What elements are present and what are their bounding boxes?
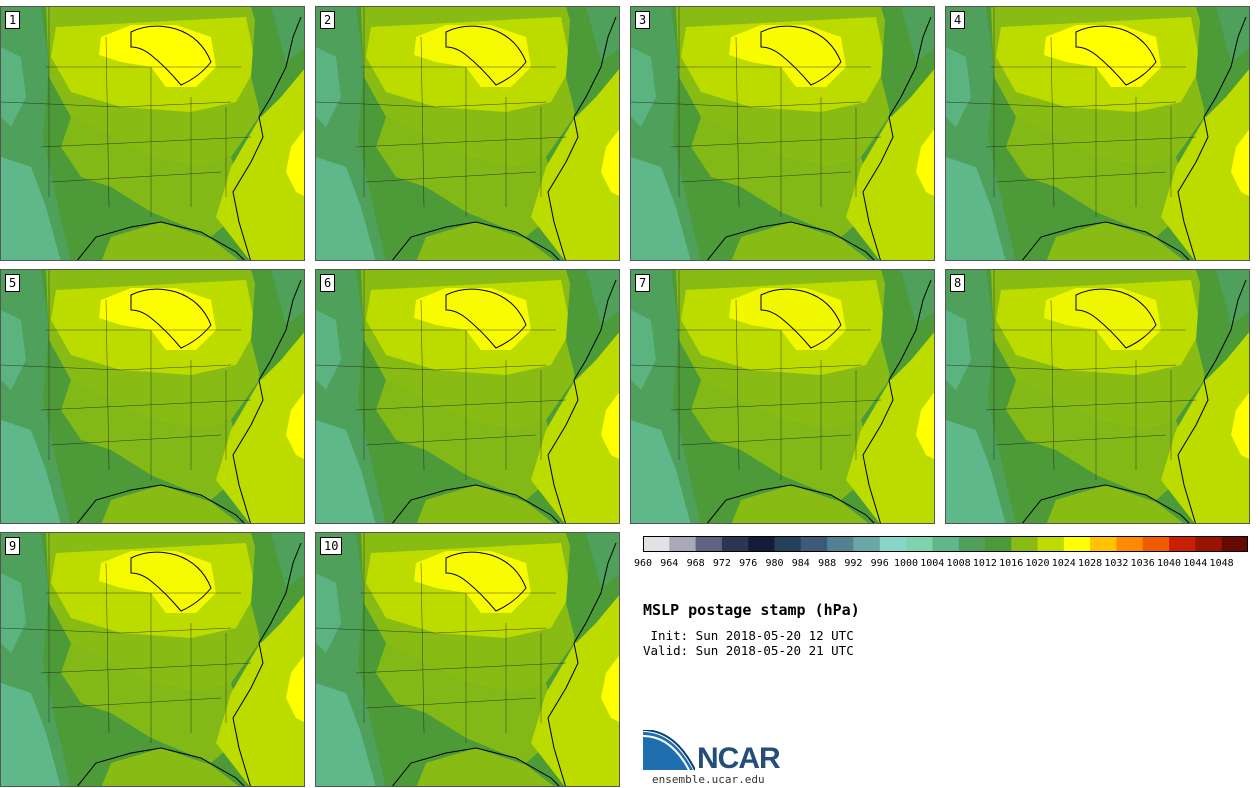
mslp-map [316,270,619,523]
colorbar-tick-label: 984 [791,558,810,569]
colorbar-tick-label: 1000 [893,558,919,569]
colorbar-tick-label: 988 [818,558,837,569]
mslp-map [946,7,1249,260]
member-number-label: 2 [320,11,336,29]
colorbar-segment [1090,536,1117,552]
colorbar-tick-label: 1048 [1209,558,1234,569]
colorbar-tick-label: 996 [870,558,889,569]
colorbar-tick-label: 1040 [1156,558,1182,569]
colorbar [643,536,1248,552]
colorbar-segment [984,536,1012,552]
colorbar-tick-label: 1012 [972,558,997,569]
ensemble-member-panel: 3 [630,6,935,261]
colorbar-segment [748,536,776,552]
init-time: Init: Sun 2018-05-20 12 UTC [643,628,854,643]
colorbar-segment [1169,536,1196,552]
colorbar-segment [1195,536,1223,552]
ensemble-member-panel: 7 [630,269,935,524]
valid-time: Valid: Sun 2018-05-20 21 UTC [643,643,854,658]
member-number-label: 10 [320,537,343,555]
colorbar-segment [879,536,907,552]
member-number-label: 6 [320,274,336,292]
colorbar-segment [1011,536,1039,552]
member-number-label: 3 [635,11,651,29]
mslp-map [1,533,304,786]
colorbar-segment [1221,536,1248,552]
mslp-map [316,533,619,786]
colorbar-segment [906,536,933,552]
member-number-label: 8 [950,274,966,292]
colorbar-tick-label: 1016 [999,558,1024,569]
ncar-logo-icon [643,730,695,771]
colorbar-segment [1142,536,1170,552]
colorbar-segment [1037,536,1065,552]
ensemble-member-panel: 2 [315,6,620,261]
colorbar-tick-label: 1020 [1025,558,1050,569]
colorbar-tick-label: 972 [712,558,731,569]
colorbar-segment [853,536,881,552]
colorbar-tick-label: 1032 [1104,558,1129,569]
ensemble-member-panel: 5 [0,269,305,524]
logo-name: NCAR [697,742,781,775]
ensemble-member-panel: 10 [315,532,620,787]
colorbar-segment [721,536,749,552]
colorbar-segment [827,536,854,552]
colorbar-segment [932,536,960,552]
colorbar-tick-label: 1044 [1183,558,1208,569]
colorbar-segment [643,536,670,552]
mslp-map [1,7,304,260]
colorbar-tick-label: 992 [844,558,863,569]
colorbar-tick-label: 964 [660,558,679,569]
colorbar-segment [669,536,697,552]
colorbar-tick-label: 980 [765,558,784,569]
mslp-map [631,270,934,523]
colorbar-tick-label: 1036 [1130,558,1155,569]
colorbar-tick-label: 1024 [1051,558,1076,569]
member-number-label: 4 [950,11,966,29]
colorbar-segment [774,536,802,552]
mslp-map [946,270,1249,523]
figure-title: MSLP postage stamp (hPa) [643,601,860,619]
colorbar-tick-label: 976 [739,558,758,569]
colorbar-segment [1063,536,1091,552]
member-number-label: 7 [635,274,651,292]
member-number-label: 1 [5,11,21,29]
colorbar-tick-label: 1004 [920,558,945,569]
member-number-label: 9 [5,537,21,555]
ensemble-member-panel: 1 [0,6,305,261]
colorbar-tick-label: 1008 [946,558,971,569]
colorbar-labels: 960 964 968 972 976 980 984 988 992 996 1000 1004 10… [630,558,1250,572]
mslp-map [631,7,934,260]
mslp-map [1,270,304,523]
ensemble-member-panel: 6 [315,269,620,524]
ensemble-member-panel: 4 [945,6,1250,261]
colorbar-segment [1116,536,1144,552]
member-number-label: 5 [5,274,21,292]
colorbar-tick-label: 1028 [1078,558,1103,569]
colorbar-segment [958,536,986,552]
ensemble-member-panel: 8 [945,269,1250,524]
colorbar-border [643,536,1248,552]
colorbar-segment [800,536,828,552]
colorbar-segment [695,536,723,552]
ensemble-member-panel: 9 [0,532,305,787]
colorbar-tick-label: 960 [633,558,653,569]
colorbar-tick-label: 968 [686,558,705,569]
logo-url: ensemble.ucar.edu [652,773,765,786]
mslp-map [316,7,619,260]
